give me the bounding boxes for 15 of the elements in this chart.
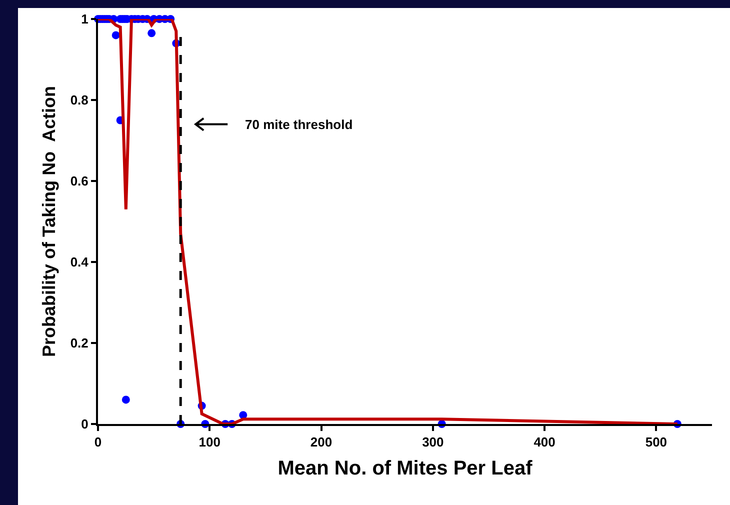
y-tick-label: 1: [81, 12, 88, 27]
x-tick-label: 100: [198, 434, 220, 450]
x-tick-label: 500: [645, 434, 668, 450]
x-tick-label: 300: [422, 434, 444, 450]
y-axis-title: Probability of Taking No Action: [39, 86, 60, 358]
x-tick-label: 400: [534, 434, 556, 450]
y-tick-label: 0: [81, 416, 88, 432]
ref-line-label: 70 mite threshold: [245, 117, 353, 132]
y-tick-label: 0.2: [70, 336, 88, 351]
x-axis-title: Mean No. of Mites Per Leaf: [278, 458, 533, 480]
y-tick-label: 0.4: [70, 254, 90, 270]
y-tick-label: 0.8: [70, 92, 88, 108]
x-tick-label: 0: [94, 434, 102, 450]
y-tick-label: 0.6: [70, 174, 88, 189]
x-tick-label: 200: [310, 434, 332, 450]
